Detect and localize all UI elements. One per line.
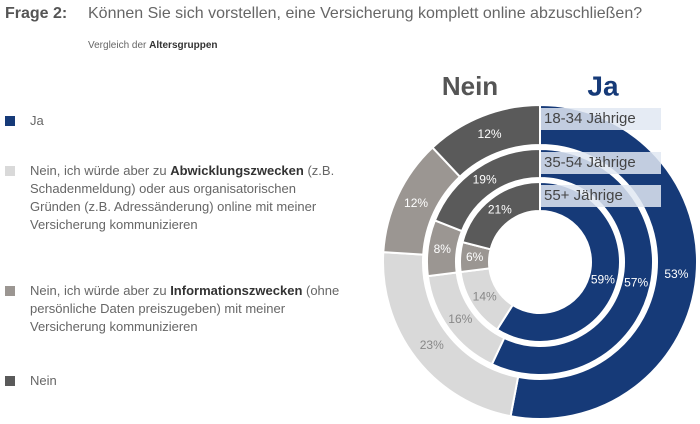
legend-swatch — [5, 286, 15, 296]
subtitle-part: Vergleich der — [88, 40, 149, 51]
ring-label-bg — [541, 108, 661, 130]
ring-label-bg — [541, 152, 661, 174]
donut-segment — [431, 103, 541, 179]
ring-label: 55+ Jährige — [544, 187, 623, 204]
legend-text: Informationszwecken — [170, 283, 303, 298]
subtitle-part: Altersgruppen — [149, 40, 217, 51]
legend-text: Abwicklungszwecken — [170, 163, 304, 178]
heading-nein: Nein — [442, 71, 498, 101]
legend-item: Nein, ich würde aber zu Abwicklungszweck… — [5, 162, 350, 234]
donut-segment — [461, 180, 541, 251]
legend-text: Nein — [30, 373, 57, 388]
data-label: 19% — [473, 173, 497, 187]
donut-segment — [495, 180, 621, 343]
legend-swatch — [5, 116, 15, 126]
data-label: 12% — [404, 196, 428, 210]
subtitle: Vergleich der Altersgruppen — [88, 40, 218, 51]
legend-text: Nein, ich würde aber zu — [30, 283, 171, 298]
data-label: 57% — [624, 276, 648, 290]
legend-text: Nein, ich würde aber zu — [30, 163, 171, 178]
legend-item: Nein — [5, 372, 350, 390]
data-label: 53% — [664, 267, 688, 281]
data-label: 6% — [466, 250, 484, 264]
ring-label: 35-54 Jährige — [544, 154, 636, 171]
legend-text: Ja — [30, 113, 44, 128]
legend-text: (z.B. Schadenmeldung) oder aus organisat… — [30, 163, 335, 232]
legend-swatch — [5, 166, 15, 176]
legend-text: (ohne persönliche Daten preiszugeben) mi… — [30, 283, 340, 334]
legend-item: Nein, ich würde aber zu Informationszwec… — [5, 282, 350, 336]
data-label: 23% — [420, 338, 444, 352]
chart-title: Können Sie sich vorstellen, eine Versich… — [88, 5, 642, 22]
donut-segment — [509, 103, 698, 420]
ring-label: 18-34 Jährige — [544, 110, 636, 127]
title-prefix: Frage 2: — [5, 5, 67, 22]
data-label: 16% — [448, 312, 472, 326]
legend-swatch — [5, 376, 15, 386]
legend-item: Ja — [5, 112, 350, 130]
data-label: 21% — [488, 202, 512, 216]
ring-label-bg — [541, 185, 661, 207]
data-label: 12% — [478, 127, 502, 141]
data-label: 14% — [473, 289, 497, 303]
heading-ja: Ja — [587, 70, 619, 101]
data-label: 8% — [434, 242, 452, 256]
donut-segment — [433, 147, 541, 233]
data-label: 59% — [591, 272, 615, 286]
